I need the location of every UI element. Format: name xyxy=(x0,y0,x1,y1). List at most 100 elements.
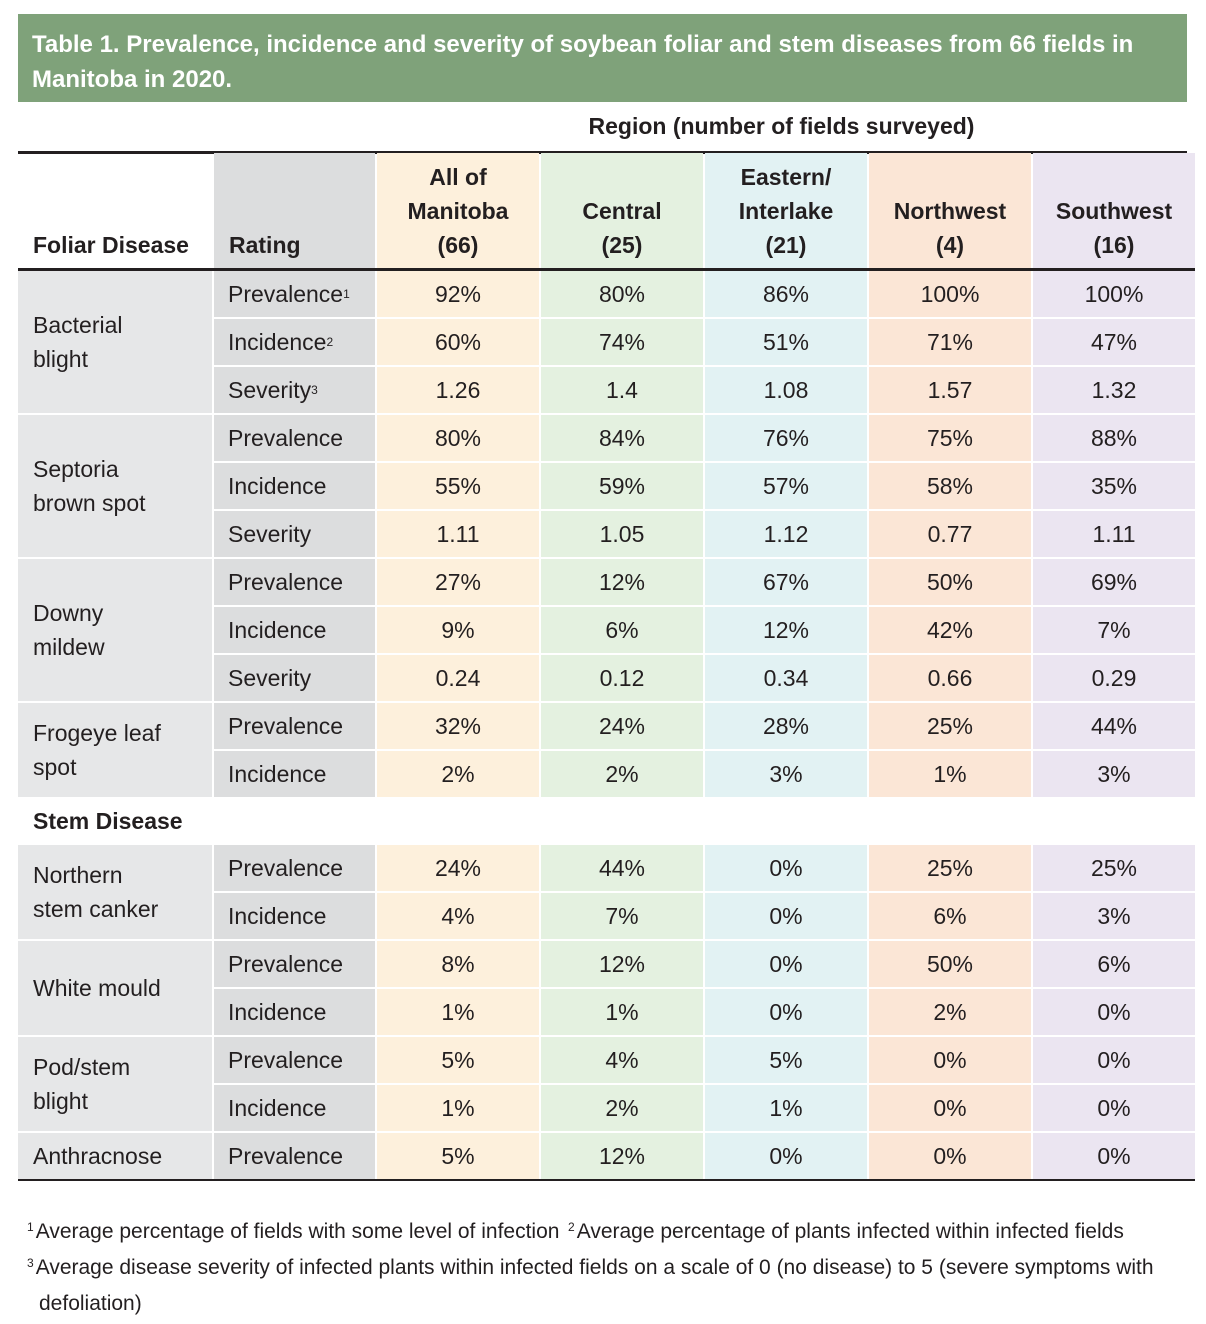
value-northwest: 42% xyxy=(869,607,1031,653)
rating-label: Prevalence xyxy=(228,568,344,595)
value-southwest: 1.11 xyxy=(1033,511,1195,557)
value-eastern-interlake: 51% xyxy=(705,319,867,365)
value-eastern-interlake: 1% xyxy=(705,1085,867,1131)
rating-cell: Prevalence 1 xyxy=(214,271,375,317)
value-eastern-interlake: 57% xyxy=(705,463,867,509)
value-eastern-interlake: 0% xyxy=(705,893,867,939)
rating-label: Severity xyxy=(228,520,312,547)
top-rule xyxy=(18,151,1187,154)
disease-name-cell: Northern stem canker xyxy=(18,845,212,939)
value-southwest: 3% xyxy=(1033,893,1195,939)
value-central: 2% xyxy=(541,1085,703,1131)
value-northwest: 50% xyxy=(869,941,1031,987)
value-central: 44% xyxy=(541,845,703,891)
value-northwest: 50% xyxy=(869,559,1031,605)
disease-name-cell: Anthracnose xyxy=(18,1133,212,1179)
value-all-manitoba: 8% xyxy=(377,941,539,987)
value-central: 80% xyxy=(541,271,703,317)
value-eastern-interlake: 5% xyxy=(705,1037,867,1083)
disease-name: White mould xyxy=(33,975,161,1001)
value-all-manitoba: 1% xyxy=(377,989,539,1035)
value-southwest: 35% xyxy=(1033,463,1195,509)
value-eastern-interlake: 0% xyxy=(705,845,867,891)
value-all-manitoba: 2% xyxy=(377,751,539,797)
value-all-manitoba: 5% xyxy=(377,1037,539,1083)
value-eastern-interlake: 67% xyxy=(705,559,867,605)
value-central: 1.4 xyxy=(541,367,703,413)
value-all-manitoba: 27% xyxy=(377,559,539,605)
rating-label: Prevalence xyxy=(228,280,344,307)
rating-cell: Incidence 2 xyxy=(214,319,375,365)
value-southwest: 44% xyxy=(1033,703,1195,749)
value-eastern-interlake: 1.12 xyxy=(705,511,867,557)
value-central: 0.12 xyxy=(541,655,703,701)
rating-label: Severity xyxy=(228,664,312,691)
value-southwest: 0% xyxy=(1033,1085,1195,1131)
rating-label: Incidence xyxy=(228,902,327,929)
value-northwest: 0% xyxy=(869,1085,1031,1131)
value-eastern-interlake: 0.34 xyxy=(705,655,867,701)
rating-cell: Severity 3 xyxy=(214,367,375,413)
disease-table: Foliar Disease Rating All of Manitoba (6… xyxy=(18,153,1195,1181)
value-northwest: 71% xyxy=(869,319,1031,365)
rating-cell: Severity xyxy=(214,655,375,701)
value-all-manitoba: 55% xyxy=(377,463,539,509)
value-southwest: 47% xyxy=(1033,319,1195,365)
value-eastern-interlake: 0% xyxy=(705,941,867,987)
value-all-manitoba: 1.11 xyxy=(377,511,539,557)
rating-label: Prevalence xyxy=(228,712,344,739)
value-southwest: 3% xyxy=(1033,751,1195,797)
value-central: 1.05 xyxy=(541,511,703,557)
rating-label: Prevalence xyxy=(228,1142,344,1169)
value-southwest: 0% xyxy=(1033,1133,1195,1179)
value-southwest: 69% xyxy=(1033,559,1195,605)
value-southwest: 0% xyxy=(1033,1037,1195,1083)
disease-name: Anthracnose xyxy=(33,1143,163,1169)
value-central: 4% xyxy=(541,1037,703,1083)
disease-name-cell: Septoria brown spot xyxy=(18,415,212,557)
header-eastern-interlake: Eastern/ Interlake (21) xyxy=(705,153,867,268)
disease-name: Northern stem canker xyxy=(33,862,159,922)
rating-label: Incidence xyxy=(228,472,327,499)
value-eastern-interlake: 3% xyxy=(705,751,867,797)
value-central: 2% xyxy=(541,751,703,797)
rating-label: Prevalence xyxy=(228,1046,344,1073)
disease-name: Pod/stem blight xyxy=(33,1054,131,1114)
value-northwest: 100% xyxy=(869,271,1031,317)
disease-name: Downy mildew xyxy=(33,600,105,660)
table-title: Table 1. Prevalence, incidence and sever… xyxy=(18,14,1187,102)
rating-label: Incidence xyxy=(228,616,327,643)
rating-label: Incidence xyxy=(228,328,327,355)
value-all-manitoba: 5% xyxy=(377,1133,539,1179)
rating-cell: Incidence xyxy=(214,893,375,939)
value-all-manitoba: 60% xyxy=(377,319,539,365)
value-southwest: 100% xyxy=(1033,271,1195,317)
stem-disease-heading: Stem Disease xyxy=(33,807,183,834)
value-southwest: 7% xyxy=(1033,607,1195,653)
value-all-manitoba: 24% xyxy=(377,845,539,891)
header-southwest: Southwest (16) xyxy=(1033,153,1195,268)
disease-name-cell: Bacterial blight xyxy=(18,271,212,413)
value-northwest: 2% xyxy=(869,989,1031,1035)
rating-cell: Prevalence xyxy=(214,415,375,461)
header-rule xyxy=(18,268,1195,271)
value-northwest: 1.57 xyxy=(869,367,1031,413)
value-all-manitoba: 1% xyxy=(377,1085,539,1131)
value-northwest: 75% xyxy=(869,415,1031,461)
rating-cell: Prevalence xyxy=(214,559,375,605)
footnote-1: 1Average percentage of fields with some … xyxy=(27,1220,560,1243)
value-central: 12% xyxy=(541,1133,703,1179)
value-southwest: 0.29 xyxy=(1033,655,1195,701)
disease-name: Bacterial blight xyxy=(33,312,123,372)
value-all-manitoba: 80% xyxy=(377,415,539,461)
rating-label: Incidence xyxy=(228,1094,327,1121)
value-central: 74% xyxy=(541,319,703,365)
value-all-manitoba: 32% xyxy=(377,703,539,749)
rating-label: Prevalence xyxy=(228,854,344,881)
value-southwest: 88% xyxy=(1033,415,1195,461)
value-southwest: 6% xyxy=(1033,941,1195,987)
disease-name: Frogeye leaf spot xyxy=(33,720,161,780)
header-central: Central (25) xyxy=(541,153,703,268)
value-all-manitoba: 1.26 xyxy=(377,367,539,413)
value-northwest: 6% xyxy=(869,893,1031,939)
